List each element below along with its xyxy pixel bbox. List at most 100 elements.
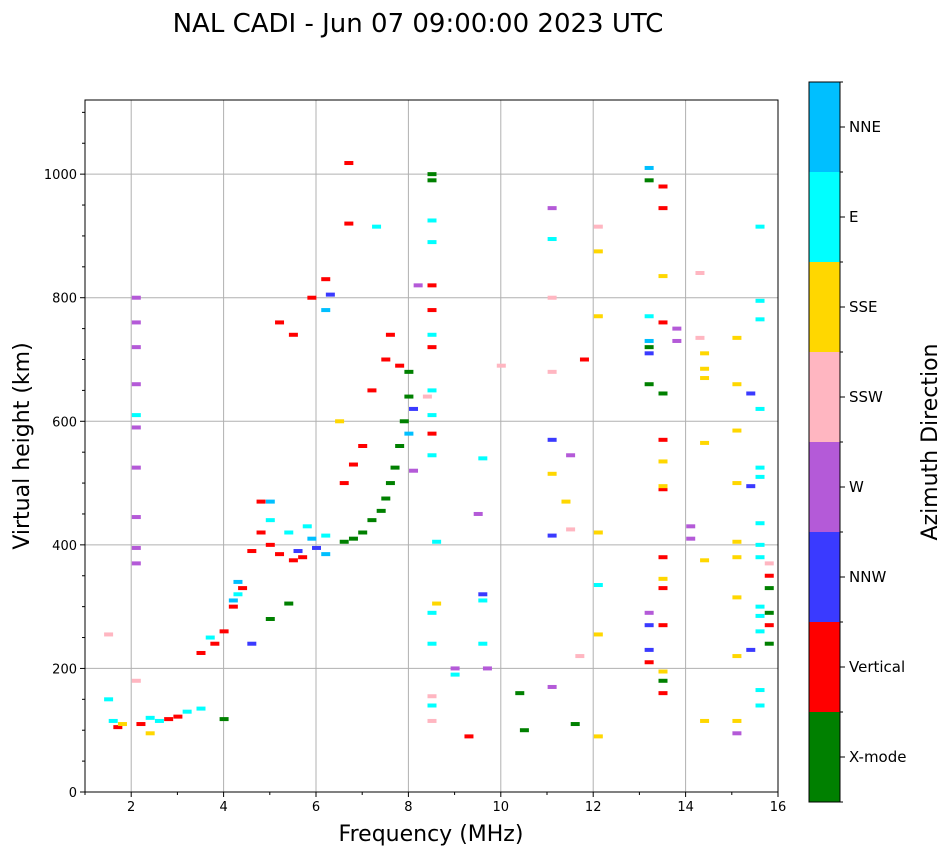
data-point (247, 549, 257, 554)
data-point (108, 718, 118, 723)
data-point (256, 499, 266, 504)
data-point (131, 465, 141, 470)
data-point (104, 632, 114, 637)
data-point (686, 524, 696, 529)
data-point (427, 718, 437, 723)
data-point (321, 308, 331, 313)
data-point (325, 292, 335, 297)
data-point (399, 419, 409, 424)
data-point (764, 641, 774, 646)
data-point (321, 277, 331, 282)
data-point (658, 487, 668, 492)
data-point (593, 632, 603, 637)
data-point (293, 549, 303, 554)
colorbar-label: E (849, 208, 858, 226)
data-point (321, 552, 331, 557)
data-point (755, 317, 765, 322)
x-tick-label: 6 (312, 800, 320, 815)
data-point (732, 731, 742, 736)
data-point (395, 363, 405, 368)
data-point (658, 391, 668, 396)
colorbar-swatch (809, 262, 840, 352)
data-point (478, 592, 488, 597)
data-point (381, 496, 391, 501)
x-tick-label: 2 (127, 800, 135, 815)
data-point (427, 218, 437, 223)
data-point (210, 641, 220, 646)
data-point (298, 555, 308, 560)
x-tick-label: 12 (585, 800, 602, 815)
data-point (658, 437, 668, 442)
colorbar-swatch (809, 532, 840, 622)
data-point (238, 586, 248, 591)
data-point (764, 623, 774, 628)
series-e (104, 218, 765, 723)
data-point (644, 345, 654, 350)
data-point (547, 369, 557, 374)
data-point (658, 459, 668, 464)
data-point (228, 598, 238, 603)
data-point (732, 718, 742, 723)
data-point (117, 722, 127, 727)
data-point (644, 660, 654, 665)
data-point (700, 558, 710, 563)
series-w (131, 206, 742, 736)
data-point (344, 161, 354, 166)
y-tick-label: 200 (52, 662, 77, 677)
series-vertical (113, 161, 774, 739)
data-point (644, 178, 654, 183)
data-point (658, 691, 668, 696)
data-marks (104, 161, 774, 739)
data-point (104, 697, 114, 702)
data-point (547, 471, 557, 476)
data-point (131, 545, 141, 550)
data-point (658, 484, 668, 489)
data-point (307, 295, 317, 300)
data-point (473, 511, 483, 516)
series-x-mode (219, 172, 774, 733)
data-point (265, 518, 275, 523)
data-point (427, 413, 437, 418)
data-point (358, 444, 368, 448)
data-point (427, 694, 437, 699)
data-point (265, 499, 275, 504)
x-axis-label: Frequency (MHz) (339, 822, 524, 847)
data-point (219, 629, 229, 634)
data-point (755, 703, 765, 708)
y-tick-label: 600 (52, 415, 77, 430)
data-point (561, 499, 571, 504)
data-point (233, 592, 243, 597)
data-point (755, 406, 765, 411)
data-point (732, 539, 742, 544)
data-point (372, 224, 382, 229)
colorbar-label: SSE (849, 298, 878, 316)
data-point (658, 206, 668, 211)
data-point (427, 345, 437, 350)
y-tick-label: 800 (52, 292, 77, 307)
data-point (593, 734, 603, 739)
data-point (644, 382, 654, 387)
data-point (700, 718, 710, 723)
data-point (131, 382, 141, 387)
data-point (746, 484, 756, 489)
data-point (764, 573, 774, 578)
data-point (593, 224, 603, 229)
data-point (265, 617, 275, 621)
series-nne (228, 165, 654, 603)
data-point (547, 533, 557, 538)
data-point (755, 629, 765, 634)
data-point (164, 717, 174, 722)
data-point (764, 586, 774, 591)
data-point (427, 703, 437, 708)
data-point (732, 555, 742, 560)
data-point (413, 283, 423, 288)
data-point (427, 431, 437, 436)
y-tick-label: 400 (52, 539, 77, 554)
data-point (658, 678, 668, 683)
data-point (658, 320, 668, 325)
data-point (478, 641, 488, 646)
data-point (644, 314, 654, 319)
data-point (136, 722, 146, 727)
data-point (113, 725, 123, 730)
